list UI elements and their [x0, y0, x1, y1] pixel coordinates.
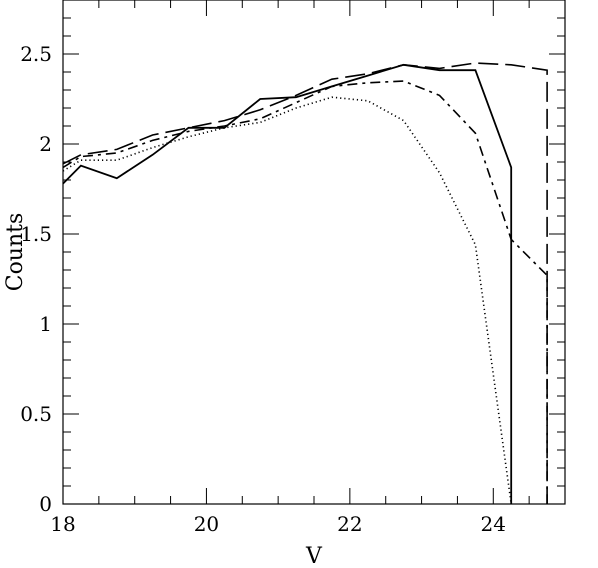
x-axis-label: V [305, 544, 323, 568]
plot-frame [62, 0, 566, 505]
series-group [62, 62, 548, 505]
y-tick-label: 2 [39, 132, 52, 156]
y-tick-label: 1.5 [20, 222, 52, 246]
x-tick-label: 20 [194, 512, 219, 536]
y-tick-label: 2.5 [20, 42, 52, 66]
x-tick-label: 22 [337, 512, 362, 536]
y-axis-label: Counts [3, 213, 28, 292]
y-tick-label: 1 [39, 312, 52, 336]
axis-ticks [62, 0, 566, 505]
y-tick-label: 0.5 [20, 402, 52, 426]
x-tick-label: 18 [50, 512, 75, 536]
series-line-solid [62, 63, 513, 504]
series-line-short-dash [62, 80, 548, 504]
tick-labels: 18 20 22 24 0 0.5 1 1.5 2 2.5 [20, 42, 506, 536]
series-line-dotted [62, 96, 512, 505]
series-line-long-dash [62, 62, 548, 504]
x-tick-label: 24 [481, 512, 506, 536]
y-tick-label: 0 [39, 492, 52, 516]
